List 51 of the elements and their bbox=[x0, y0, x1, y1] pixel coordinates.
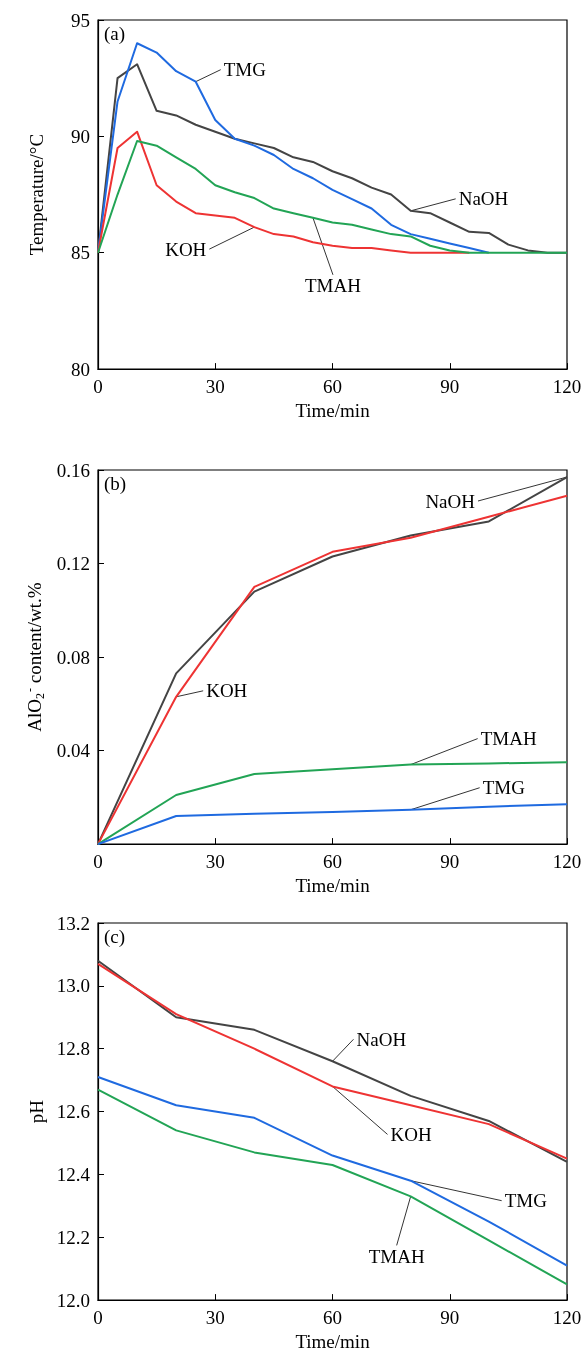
x-tick-label: 30 bbox=[205, 376, 225, 398]
x-tick-label: 60 bbox=[323, 376, 342, 398]
series-label: NaOH bbox=[458, 188, 509, 210]
y-tick-label: 13.2 bbox=[56, 912, 90, 934]
x-tick-label: 90 bbox=[440, 376, 460, 398]
x-tick-label: 30 bbox=[205, 851, 225, 873]
y-tick-label: 95 bbox=[71, 9, 90, 31]
annotation: (c) bbox=[104, 926, 126, 948]
series-label: TMAH bbox=[480, 728, 537, 750]
y-tick-label: 12.4 bbox=[56, 1163, 91, 1185]
x-tick-label: 120 bbox=[552, 376, 582, 398]
y-tick-label: 0.08 bbox=[56, 646, 90, 668]
y-tick-label: 80 bbox=[71, 358, 90, 380]
y-tick-label: 13.0 bbox=[56, 975, 90, 997]
series-label: NaOH bbox=[425, 490, 476, 512]
annotation: (a) bbox=[104, 23, 126, 45]
annotation: (b) bbox=[104, 473, 127, 495]
y-tick-label: 0.04 bbox=[56, 740, 91, 762]
series-label: TMG bbox=[482, 777, 526, 799]
x-tick-label: 0 bbox=[93, 376, 103, 398]
x-tick-label: 90 bbox=[440, 1307, 460, 1329]
y-tick-label: 0.16 bbox=[56, 459, 90, 481]
x-tick-label: 0 bbox=[93, 851, 103, 873]
x-axis-title: Time/min bbox=[295, 1331, 371, 1352]
series-label: KOH bbox=[206, 680, 248, 702]
y-axis-title: pH bbox=[25, 1099, 47, 1124]
text: TMAH bbox=[304, 275, 362, 297]
y-tick-label: 12.2 bbox=[56, 1226, 90, 1248]
x-axis-title: Time/min bbox=[295, 400, 371, 421]
y-tick-label: 12.6 bbox=[56, 1101, 90, 1123]
y-axis-title: Temperature/°C bbox=[26, 133, 47, 256]
series-label: TMAH bbox=[368, 1245, 425, 1267]
x-tick-label: 90 bbox=[440, 851, 460, 873]
y-tick-label: 0.12 bbox=[56, 553, 90, 575]
series-label: TMG bbox=[504, 1190, 548, 1212]
series-label: NaOH bbox=[356, 1028, 407, 1050]
x-tick-label: 120 bbox=[552, 851, 582, 873]
y-tick-label: 12.8 bbox=[56, 1038, 90, 1060]
series-label: TMG bbox=[223, 59, 267, 81]
x-axis-title: Time/min bbox=[295, 875, 371, 896]
series-label: KOH bbox=[165, 238, 207, 260]
y-axis-title: AlO2- content/wt.% bbox=[22, 582, 47, 732]
series-label: KOH bbox=[390, 1123, 432, 1145]
y-tick-label: 85 bbox=[71, 242, 90, 264]
y-tick-label: 12.0 bbox=[56, 1289, 90, 1311]
x-tick-label: 60 bbox=[323, 851, 342, 873]
x-tick-label: 0 bbox=[93, 1307, 103, 1329]
x-tick-label: 120 bbox=[552, 1307, 582, 1329]
y-tick-label: 90 bbox=[71, 125, 90, 147]
x-tick-label: 60 bbox=[323, 1307, 342, 1329]
x-tick-label: 30 bbox=[205, 1307, 225, 1329]
